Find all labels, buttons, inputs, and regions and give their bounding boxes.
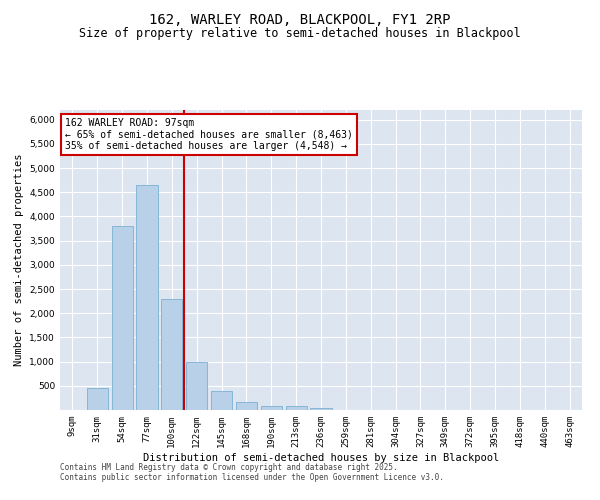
Text: Contains HM Land Registry data © Crown copyright and database right 2025.: Contains HM Land Registry data © Crown c… [60, 462, 398, 471]
Bar [112, 226, 133, 410]
Bar [310, 408, 332, 410]
X-axis label: Distribution of semi-detached houses by size in Blackpool: Distribution of semi-detached houses by … [143, 452, 499, 462]
Text: Size of property relative to semi-detached houses in Blackpool: Size of property relative to semi-detach… [79, 28, 521, 40]
Bar [211, 390, 232, 410]
Bar [87, 388, 108, 410]
Bar [186, 362, 207, 410]
Text: Contains public sector information licensed under the Open Government Licence v3: Contains public sector information licen… [60, 472, 444, 482]
Bar [286, 406, 307, 410]
Y-axis label: Number of semi-detached properties: Number of semi-detached properties [14, 154, 24, 366]
Bar [161, 298, 182, 410]
Bar [136, 185, 158, 410]
Text: 162, WARLEY ROAD, BLACKPOOL, FY1 2RP: 162, WARLEY ROAD, BLACKPOOL, FY1 2RP [149, 12, 451, 26]
Bar [261, 406, 282, 410]
Text: 162 WARLEY ROAD: 97sqm
← 65% of semi-detached houses are smaller (8,463)
35% of : 162 WARLEY ROAD: 97sqm ← 65% of semi-det… [65, 118, 353, 150]
Bar [236, 402, 257, 410]
